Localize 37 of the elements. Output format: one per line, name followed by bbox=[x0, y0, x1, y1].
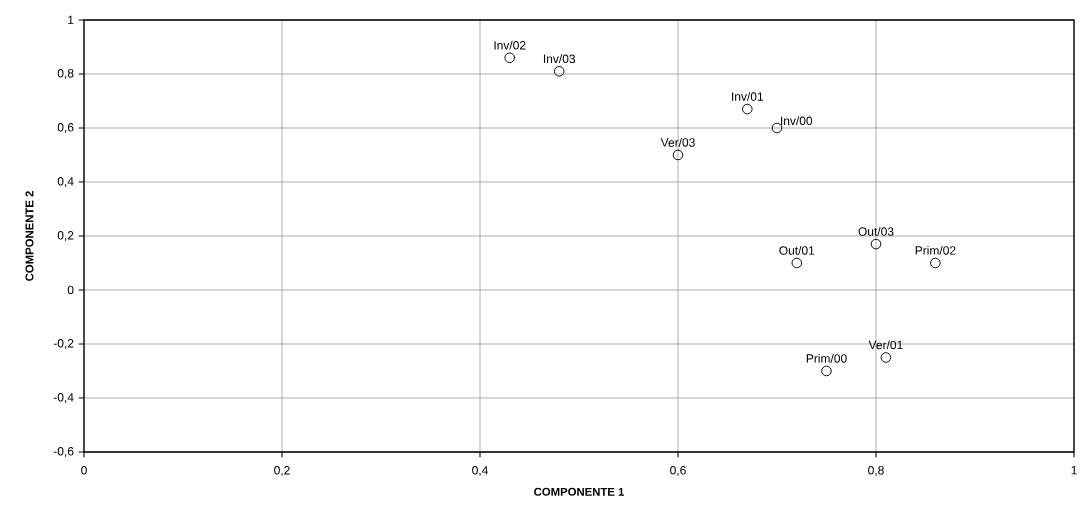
y-tick-label: 0,6 bbox=[57, 123, 74, 133]
x-tick-label: 1 bbox=[1071, 466, 1077, 475]
annotation: Inv/00 bbox=[781, 116, 813, 126]
x-tick-label: 0,2 bbox=[274, 466, 290, 476]
point bbox=[821, 365, 832, 377]
y-tick-label: 0,8 bbox=[57, 69, 74, 79]
point bbox=[504, 52, 515, 64]
annotation: Ver/01 bbox=[868, 340, 903, 350]
annotation: Inv/03 bbox=[543, 54, 576, 64]
x-axis-title: COMPONENTE 1 bbox=[534, 487, 625, 496]
point bbox=[930, 257, 941, 269]
point bbox=[553, 66, 565, 77]
point bbox=[870, 238, 882, 250]
x-tick-label: 0,4 bbox=[472, 466, 488, 476]
x-tick-label: 0,6 bbox=[670, 466, 686, 476]
annotation: Prim/00 bbox=[806, 353, 847, 363]
point bbox=[791, 257, 803, 269]
y-tick-label: 0,4 bbox=[57, 177, 74, 187]
y-tick-label: 0 bbox=[67, 285, 74, 295]
annotation: Prim/02 bbox=[915, 245, 956, 255]
y-tick-label: 0,2 bbox=[57, 231, 74, 241]
y-tick-label: -0,2 bbox=[53, 339, 74, 349]
y-axis-title: COMPONENTE 2 bbox=[25, 191, 34, 281]
y-tick-label: -0,6 bbox=[53, 447, 74, 457]
y-tick-label: -0,4 bbox=[53, 393, 74, 403]
point bbox=[771, 122, 783, 134]
y-tick-label: 1 bbox=[68, 15, 74, 25]
point bbox=[742, 103, 753, 115]
annotation: Out/03 bbox=[858, 227, 894, 236]
x-tick-label: 0 bbox=[81, 466, 87, 475]
annotation: Out/01 bbox=[779, 245, 815, 255]
x-tick-label: 0,8 bbox=[868, 466, 884, 476]
annotation: Inv/01 bbox=[732, 92, 764, 101]
annotation: Ver/03 bbox=[660, 137, 695, 147]
annotation: Inv/02 bbox=[494, 40, 526, 50]
point bbox=[672, 149, 684, 161]
point bbox=[880, 352, 892, 363]
